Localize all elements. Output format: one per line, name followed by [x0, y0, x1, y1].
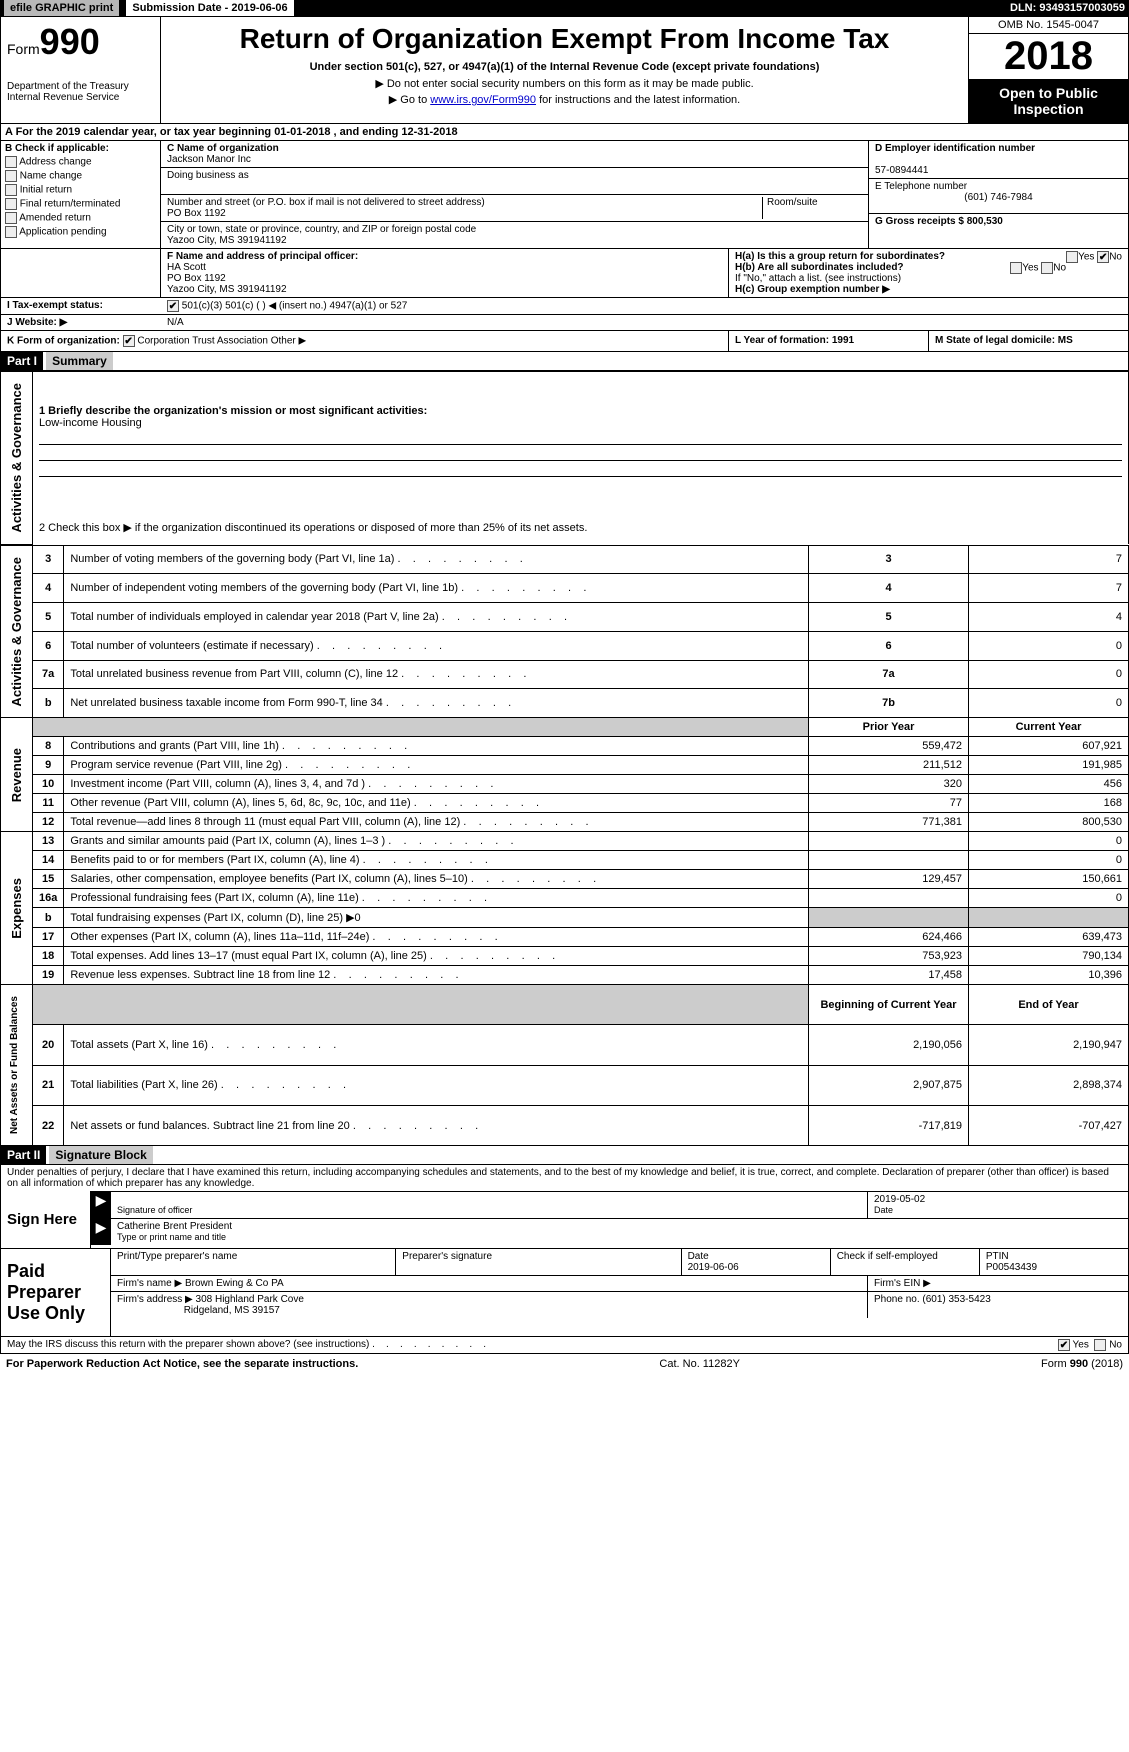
dln-number: DLN: 93493157003059	[1010, 2, 1125, 14]
chk-address-change[interactable]	[5, 156, 17, 168]
ein-value: 57-0894441	[875, 165, 1122, 176]
officer-name: HA Scott	[167, 262, 722, 273]
form-number: Form990	[7, 21, 154, 63]
footer-catno: Cat. No. 11282Y	[659, 1358, 740, 1370]
arrow-icon: ▶	[91, 1219, 111, 1245]
page-footer: For Paperwork Reduction Act Notice, see …	[0, 1354, 1129, 1374]
section-b: B Check if applicable: Address change Na…	[1, 141, 161, 248]
summary-data-table: Activities & Governance3Number of voting…	[0, 545, 1129, 1147]
row-k-form-org: K Form of organization: Corporation Trus…	[0, 331, 1129, 352]
chk-ha-yes[interactable]	[1066, 251, 1078, 263]
row-j-website: J Website: ▶ N/A	[0, 315, 1129, 331]
penalty-statement: Under penalties of perjury, I declare th…	[1, 1165, 1128, 1191]
row-a-calendar-year: A For the 2019 calendar year, or tax yea…	[0, 124, 1129, 141]
part-i-header: Part I	[1, 352, 43, 370]
firm-addr2: Ridgeland, MS 39157	[184, 1305, 280, 1316]
chk-ha-no[interactable]	[1097, 251, 1109, 263]
chk-amended[interactable]	[5, 212, 17, 224]
vlabel-governance: Activities & Governance	[7, 375, 26, 541]
chk-name-change[interactable]	[5, 170, 17, 182]
prep-date: 2019-06-06	[688, 1262, 739, 1273]
note-ssn: ▶ Do not enter social security numbers o…	[167, 77, 962, 90]
paid-preparer-label: Paid Preparer Use Only	[1, 1249, 111, 1336]
top-bar: efile GRAPHIC print Submission Date - 20…	[0, 0, 1129, 16]
part-i-title: Summary	[46, 352, 113, 370]
chk-pending[interactable]	[5, 226, 17, 238]
paid-preparer-block: Paid Preparer Use Only Print/Type prepar…	[0, 1249, 1129, 1337]
signature-block: Under penalties of perjury, I declare th…	[0, 1165, 1129, 1249]
omb-number: OMB No. 1545-0047	[969, 17, 1128, 34]
officer-name-printed: Catherine Brent President	[117, 1221, 232, 1232]
sign-here-label: Sign Here	[1, 1191, 91, 1248]
year-formation: L Year of formation: 1991	[728, 331, 928, 351]
chk-discuss-yes[interactable]	[1058, 1339, 1070, 1351]
website-value: N/A	[167, 317, 184, 328]
form-title: Return of Organization Exempt From Incom…	[167, 23, 962, 55]
org-name: Jackson Manor Inc	[167, 154, 862, 165]
discuss-row: May the IRS discuss this return with the…	[0, 1337, 1129, 1354]
section-c: C Name of organization Jackson Manor Inc…	[161, 141, 868, 248]
row-i-tax-status: I Tax-exempt status: 501(c)(3) 501(c) ( …	[0, 298, 1129, 315]
chk-hb-no[interactable]	[1041, 262, 1053, 274]
mission-text: Low-income Housing	[39, 417, 1122, 429]
org-city: Yazoo City, MS 391941192	[167, 235, 862, 246]
chk-discuss-no[interactable]	[1094, 1339, 1106, 1351]
row-f-h: F Name and address of principal officer:…	[0, 249, 1129, 298]
arrow-icon: ▶	[91, 1192, 111, 1218]
firm-name: Brown Ewing & Co PA	[185, 1278, 284, 1289]
chk-hb-yes[interactable]	[1010, 262, 1022, 274]
sig-date: 2019-05-02	[874, 1194, 925, 1205]
form-header: Form990 Department of the Treasury Inter…	[0, 16, 1129, 124]
part-ii-header: Part II	[1, 1146, 46, 1164]
firm-addr1: 308 Highland Park Cove	[196, 1294, 304, 1305]
telephone: (601) 746-7984	[875, 192, 1122, 203]
note-link: ▶ Go to www.irs.gov/Form990 for instruct…	[167, 93, 962, 106]
firm-phone: Phone no. (601) 353-5423	[874, 1294, 991, 1305]
irs-link[interactable]: www.irs.gov/Form990	[430, 94, 536, 106]
part-ii-title: Signature Block	[49, 1146, 152, 1164]
gross-receipts: G Gross receipts $ 800,530	[875, 216, 1122, 227]
open-to-public: Open to Public Inspection	[969, 79, 1128, 123]
section-d: D Employer identification number 57-0894…	[868, 141, 1128, 248]
footer-left: For Paperwork Reduction Act Notice, see …	[6, 1358, 358, 1370]
summary-table: Activities & Governance 1 Briefly descri…	[0, 371, 1129, 545]
submission-date: Submission Date - 2019-06-06	[126, 0, 293, 16]
efile-badge: efile GRAPHIC print	[4, 0, 119, 16]
chk-501c3[interactable]	[167, 300, 179, 312]
chk-final-return[interactable]	[5, 198, 17, 210]
entity-info-block: B Check if applicable: Address change Na…	[0, 141, 1129, 249]
org-address: PO Box 1192	[167, 208, 762, 219]
ptin: P00543439	[986, 1262, 1037, 1273]
dept-treasury: Department of the Treasury Internal Reve…	[7, 81, 154, 103]
form-subtitle: Under section 501(c), 527, or 4947(a)(1)…	[167, 61, 962, 73]
footer-form: Form 990 (2018)	[1041, 1358, 1123, 1370]
state-domicile: M State of legal domicile: MS	[928, 331, 1128, 351]
chk-corporation[interactable]	[123, 335, 135, 347]
chk-initial-return[interactable]	[5, 184, 17, 196]
tax-year: 2018	[969, 34, 1128, 79]
